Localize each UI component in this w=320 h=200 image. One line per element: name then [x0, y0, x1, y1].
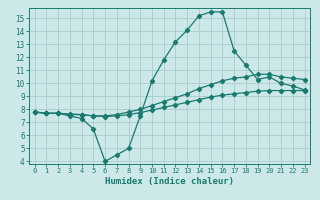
X-axis label: Humidex (Indice chaleur): Humidex (Indice chaleur): [105, 177, 234, 186]
